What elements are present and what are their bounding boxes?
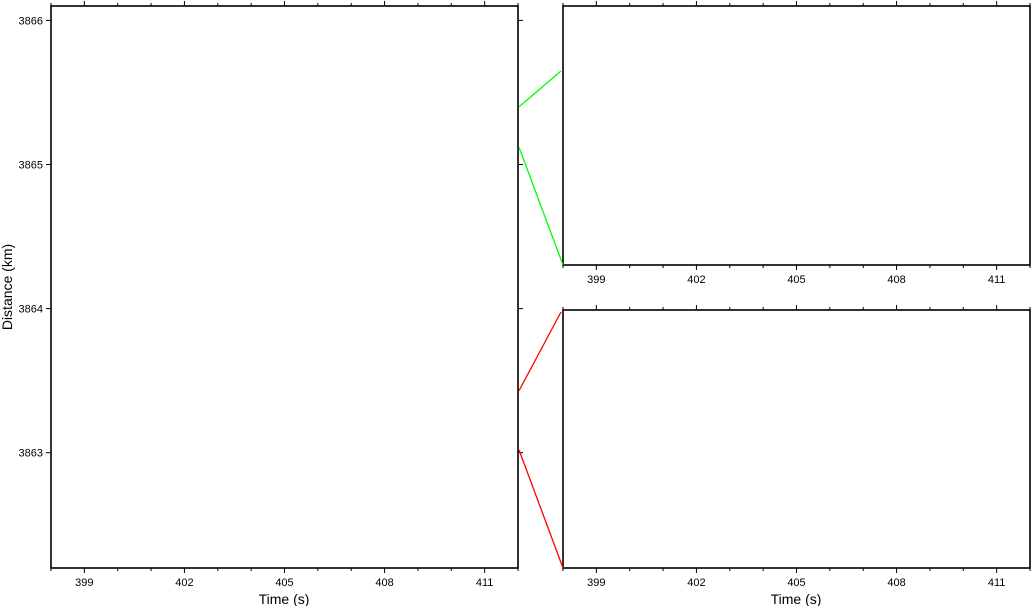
x-tick-label: 405 [787, 577, 805, 589]
y-tick-label: 3865 [19, 160, 43, 172]
x-tick-label: 402 [175, 577, 193, 589]
inset-bottom-panel: 399 402 405 408 411 [562, 305, 1031, 589]
main-y-axis-title: Distance (km) [0, 244, 15, 330]
zoom-connectors [518, 70, 564, 569]
connector-line-upper [518, 311, 562, 392]
inset-top-panel: 399 402 405 408 411 [562, 1, 1031, 286]
connector-line-upper [518, 70, 562, 108]
x-tick-label: 408 [887, 274, 905, 286]
x-tick-label: 411 [988, 274, 1006, 286]
y-tick-label: 3864 [19, 304, 43, 316]
x-tick-label: 408 [375, 577, 393, 589]
plot-frame [562, 5, 1031, 266]
x-tick-label: 405 [275, 577, 293, 589]
x-tick-label: 402 [687, 577, 705, 589]
inset-bottom-x-axis-title: Time (s) [771, 591, 822, 606]
x-tick-label: 405 [787, 274, 805, 286]
connector-line-lower [518, 449, 564, 569]
x-tick-label: 399 [587, 274, 605, 286]
y-tick-label: 3866 [19, 15, 43, 27]
plot-frame [50, 5, 519, 569]
x-tick-label: 411 [476, 577, 494, 589]
connector-line-lower [518, 146, 564, 266]
x-tick-label: 399 [75, 577, 93, 589]
x-tick-label: 408 [887, 577, 905, 589]
main-x-axis-title: Time (s) [259, 591, 310, 606]
plot-frame [562, 309, 1031, 569]
x-tick-label: 399 [587, 577, 605, 589]
x-tick-label: 411 [988, 577, 1006, 589]
main-panel: 399 402 405 408 411 3863 3864 3865 3866 [19, 1, 523, 589]
y-tick-label: 3863 [19, 448, 43, 460]
x-tick-label: 402 [687, 274, 705, 286]
